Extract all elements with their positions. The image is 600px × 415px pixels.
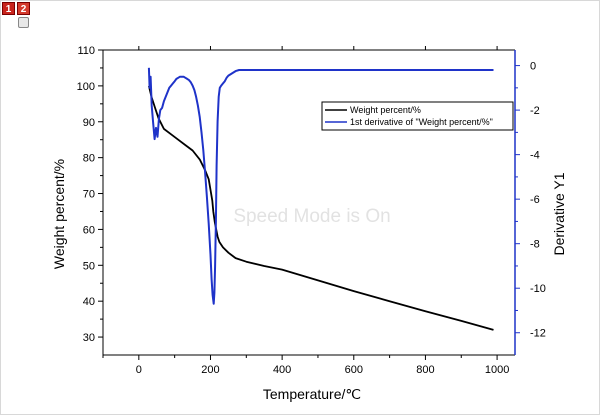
y-right-tick-label: 0 <box>530 61 536 73</box>
y-right-tick-label: -12 <box>530 328 546 340</box>
lock-icon[interactable] <box>18 17 29 28</box>
legend: Weight percent/% 1st derivative of "Weig… <box>321 101 514 131</box>
axis-ticks: 0 200 400 600 800 1000 30 40 50 60 70 80 90 100 110 0 -2… <box>77 45 546 376</box>
y-left-tick-label: 30 <box>83 332 95 344</box>
y-right-tick-label: -10 <box>530 283 546 295</box>
y-axis-right-label: Derivative Y1 <box>551 172 567 255</box>
y-right-tick-label: -8 <box>530 239 540 251</box>
legend-box <box>321 101 514 131</box>
x-tick-label: 600 <box>345 364 363 376</box>
y-left-tick-label: 70 <box>83 189 95 201</box>
y-left-tick-label: 110 <box>77 45 95 57</box>
y-left-tick-label: 50 <box>83 260 95 272</box>
y-left-tick-label: 80 <box>83 153 95 165</box>
y-right-tick-label: -4 <box>530 150 540 162</box>
x-tick-label: 1000 <box>485 364 509 376</box>
legend-label-weight: Weight percent/% <box>350 105 421 115</box>
y-left-tick-label: 90 <box>83 117 95 129</box>
y-left-tick-label: 40 <box>83 296 95 308</box>
plot-frame <box>102 49 516 356</box>
x-tick-label: 0 <box>136 364 142 376</box>
y-right-tick-label: -2 <box>530 105 540 117</box>
layer-tab-2[interactable]: 2 <box>17 2 30 15</box>
y-axis-left-label: Weight percent/% <box>51 159 67 269</box>
x-axis-label: Temperature/℃ <box>263 386 361 402</box>
series-layer <box>147 67 494 331</box>
y-left-tick-label: 60 <box>83 224 95 236</box>
y-left-tick-label: 100 <box>77 81 95 93</box>
y-right-tick-label: -6 <box>530 194 540 206</box>
series-weight-line <box>148 85 494 331</box>
legend-label-derivative: 1st derivative of "Weight percent/%" <box>350 117 493 127</box>
layer-tab-1[interactable]: 1 <box>2 2 15 15</box>
x-tick-label: 800 <box>416 364 434 376</box>
x-tick-label: 400 <box>273 364 291 376</box>
watermark-text: Speed Mode is On <box>233 206 390 227</box>
x-tick-label: 200 <box>201 364 219 376</box>
series-derivative-line <box>147 67 494 305</box>
